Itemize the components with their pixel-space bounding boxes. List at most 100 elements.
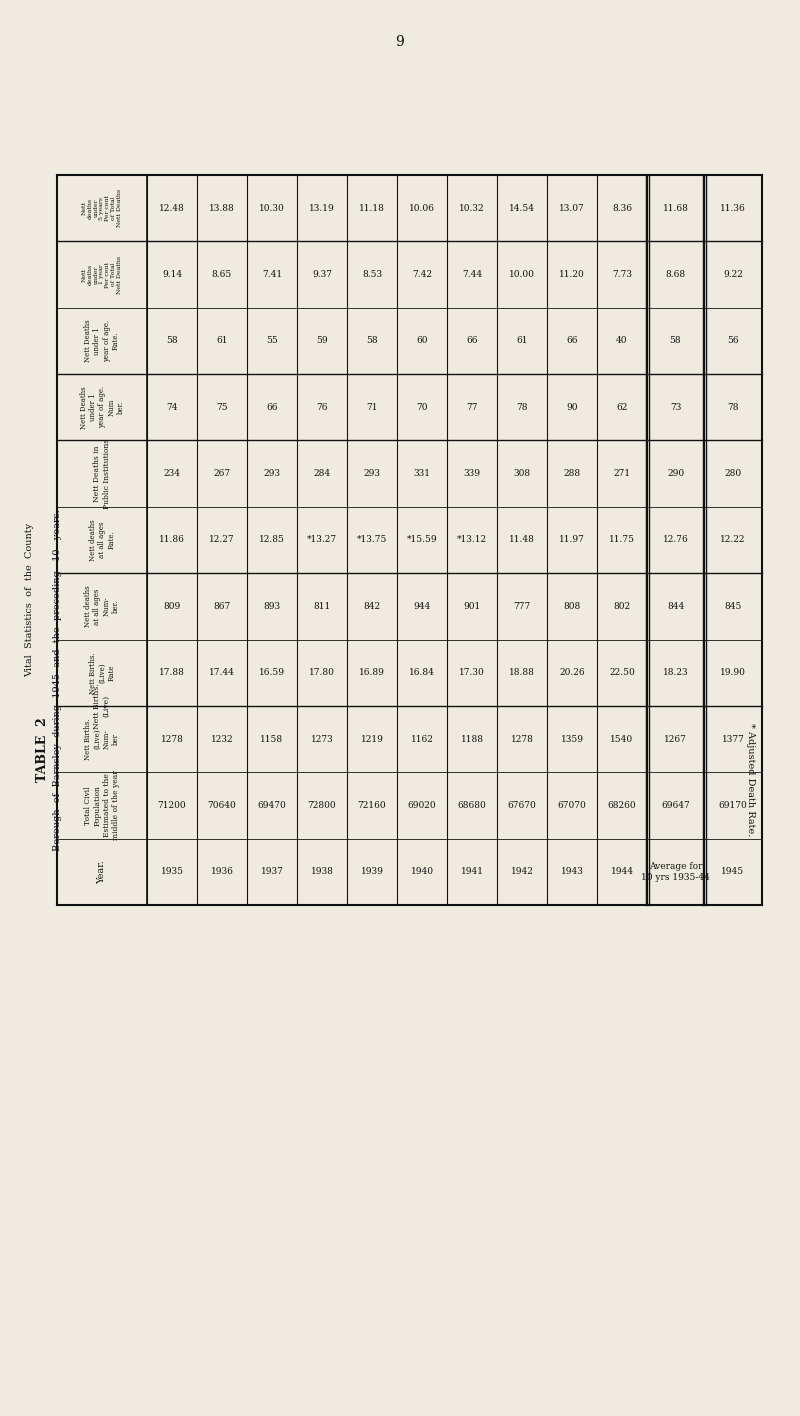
Text: 844: 844 [667, 602, 684, 610]
Text: 1377: 1377 [722, 735, 745, 743]
Text: 11.97: 11.97 [559, 535, 585, 545]
Text: Nett Births.
(Live): Nett Births. (Live) [94, 683, 110, 729]
Text: 11.75: 11.75 [609, 535, 635, 545]
Text: 78: 78 [516, 402, 528, 412]
Text: 13.07: 13.07 [559, 204, 585, 212]
Text: *15.59: *15.59 [406, 535, 438, 545]
Text: Nett deaths
at all ages
Num-
ber.: Nett deaths at all ages Num- ber. [84, 586, 120, 627]
Text: 17.44: 17.44 [209, 668, 235, 677]
Text: 1278: 1278 [510, 735, 534, 743]
Text: 16.84: 16.84 [409, 668, 435, 677]
Text: 7.42: 7.42 [412, 270, 432, 279]
Text: 1935: 1935 [161, 868, 183, 877]
Text: 8.68: 8.68 [666, 270, 686, 279]
Text: 66: 66 [566, 337, 578, 346]
Text: Nett deaths
at all ages
Rate.: Nett deaths at all ages Rate. [89, 520, 115, 561]
Text: 7.44: 7.44 [462, 270, 482, 279]
Text: 11.18: 11.18 [359, 204, 385, 212]
Text: 7.41: 7.41 [262, 270, 282, 279]
Text: 809: 809 [163, 602, 181, 610]
Text: 1944: 1944 [610, 868, 634, 877]
Text: 10.32: 10.32 [459, 204, 485, 212]
Text: 76: 76 [316, 402, 328, 412]
Text: 9.14: 9.14 [162, 270, 182, 279]
Text: 845: 845 [724, 602, 742, 610]
Text: 13.19: 13.19 [309, 204, 335, 212]
Text: 90: 90 [566, 402, 578, 412]
Text: *13.12: *13.12 [457, 535, 487, 545]
Text: 308: 308 [514, 469, 530, 479]
Text: Year.: Year. [98, 860, 106, 884]
Text: 67070: 67070 [558, 801, 586, 810]
Text: 68680: 68680 [458, 801, 486, 810]
Text: 1942: 1942 [510, 868, 534, 877]
Text: 58: 58 [670, 337, 682, 346]
Text: 11.36: 11.36 [720, 204, 746, 212]
Text: 66: 66 [266, 402, 278, 412]
Text: 1219: 1219 [361, 735, 383, 743]
Text: * Adjusted Death Rate.: * Adjusted Death Rate. [746, 724, 754, 837]
Text: 1943: 1943 [561, 868, 583, 877]
Text: *13.75: *13.75 [357, 535, 387, 545]
Text: 10.30: 10.30 [259, 204, 285, 212]
Text: 1359: 1359 [561, 735, 583, 743]
Text: 78: 78 [727, 402, 738, 412]
Text: 67670: 67670 [508, 801, 536, 810]
Text: 71: 71 [366, 402, 378, 412]
Text: 72160: 72160 [358, 801, 386, 810]
Text: 1267: 1267 [664, 735, 687, 743]
Text: 73: 73 [670, 402, 681, 412]
Text: 11.68: 11.68 [662, 204, 689, 212]
Text: 74: 74 [166, 402, 178, 412]
Text: 22.50: 22.50 [609, 668, 635, 677]
Text: 18.88: 18.88 [509, 668, 535, 677]
Text: 1945: 1945 [722, 868, 745, 877]
Text: 20.26: 20.26 [559, 668, 585, 677]
Text: 9.22: 9.22 [723, 270, 743, 279]
Text: 290: 290 [667, 469, 684, 479]
Text: 893: 893 [263, 602, 281, 610]
Text: 70: 70 [416, 402, 428, 412]
Text: 9: 9 [396, 35, 404, 50]
Text: 69020: 69020 [408, 801, 436, 810]
Text: 1940: 1940 [410, 868, 434, 877]
Text: 14.54: 14.54 [509, 204, 535, 212]
Text: 61: 61 [216, 337, 228, 346]
Text: 901: 901 [463, 602, 481, 610]
Text: 70640: 70640 [208, 801, 236, 810]
Text: 12.85: 12.85 [259, 535, 285, 545]
Text: 16.59: 16.59 [259, 668, 285, 677]
Text: Nett Births.
(Live)
Num-
ber: Nett Births. (Live) Num- ber [84, 718, 120, 760]
Text: 17.30: 17.30 [459, 668, 485, 677]
Text: 293: 293 [363, 469, 381, 479]
Text: 1540: 1540 [610, 735, 634, 743]
Text: 1941: 1941 [461, 868, 483, 877]
Text: 339: 339 [463, 469, 481, 479]
Text: 8.36: 8.36 [612, 204, 632, 212]
Text: Nett Deaths
under 1
year of age.
Rate.: Nett Deaths under 1 year of age. Rate. [84, 320, 120, 362]
Text: 1936: 1936 [210, 868, 234, 877]
Text: Total Civil
Population
Estimated to the
middle of the year: Total Civil Population Estimated to the … [84, 770, 120, 840]
Text: 58: 58 [366, 337, 378, 346]
Text: 12.76: 12.76 [662, 535, 688, 545]
Text: 11.86: 11.86 [159, 535, 185, 545]
Text: 9.37: 9.37 [312, 270, 332, 279]
Text: *13.27: *13.27 [307, 535, 337, 545]
Text: Nett Deaths
under 1
year of age.
Num
ber.: Nett Deaths under 1 year of age. Num ber… [79, 387, 125, 429]
Text: 40: 40 [616, 337, 628, 346]
Text: 17.88: 17.88 [159, 668, 185, 677]
Text: TABLE  2: TABLE 2 [35, 718, 49, 783]
Text: Borough  of  Barnsley  during  1945  and  the  preceding   10   years.: Borough of Barnsley during 1945 and the … [54, 510, 62, 851]
Text: 69170: 69170 [718, 801, 747, 810]
Text: 62: 62 [616, 402, 628, 412]
Text: 331: 331 [414, 469, 430, 479]
Text: 12.27: 12.27 [209, 535, 235, 545]
Text: Vital  Statistics  of  the  County: Vital Statistics of the County [26, 523, 34, 677]
Text: 10.06: 10.06 [409, 204, 435, 212]
Text: 11.20: 11.20 [559, 270, 585, 279]
Text: 12.22: 12.22 [720, 535, 746, 545]
Text: 59: 59 [316, 337, 328, 346]
Text: 284: 284 [314, 469, 330, 479]
Text: 71200: 71200 [158, 801, 186, 810]
Text: 12.48: 12.48 [159, 204, 185, 212]
